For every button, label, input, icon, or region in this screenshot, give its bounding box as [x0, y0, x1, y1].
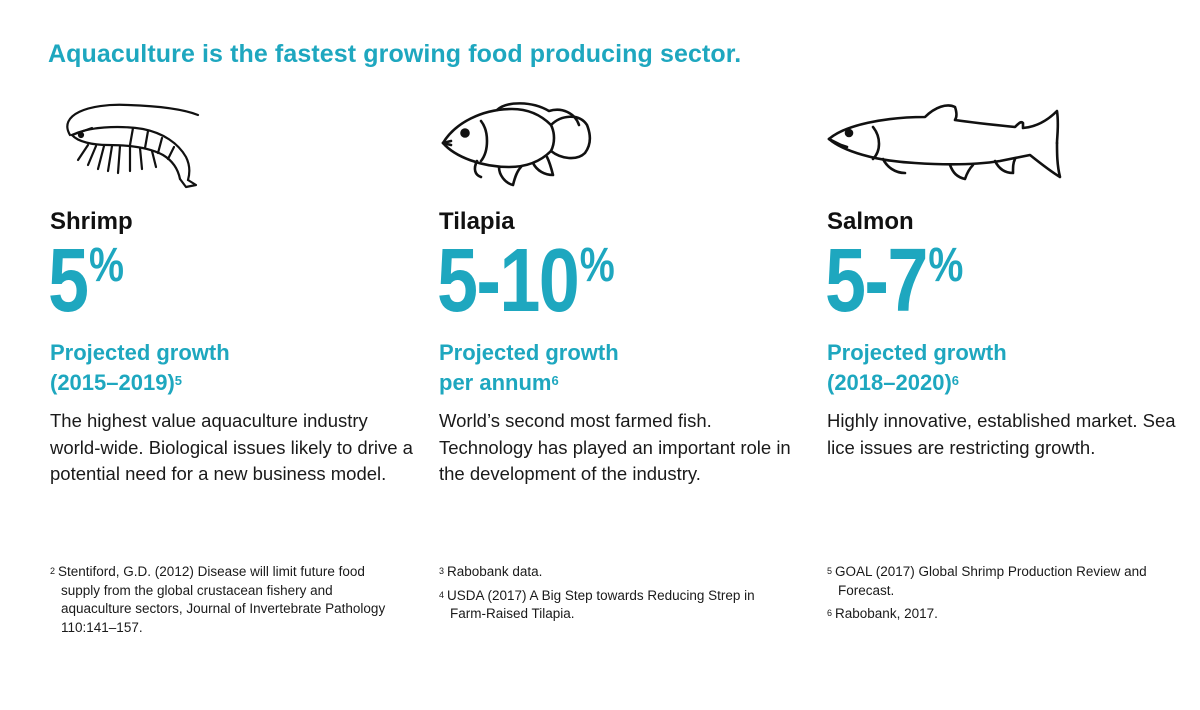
- footnote: 3 Rabobank data.: [439, 563, 794, 582]
- footnote-text: Rabobank, 2017.: [835, 606, 938, 621]
- footnote-number: 3: [439, 566, 445, 576]
- growth-line-1: Projected growth: [50, 340, 230, 365]
- growth-stat: 5-10%: [437, 236, 615, 326]
- footnote: 6 Rabobank, 2017.: [827, 605, 1182, 624]
- growth-line-1: Projected growth: [827, 340, 1007, 365]
- footnotes: 5 GOAL (2017) Global Shrimp Production Re…: [827, 563, 1182, 629]
- stat-unit: %: [928, 239, 963, 292]
- footnote: 4 USDA (2017) A Big Step towards Reducing…: [439, 587, 794, 624]
- stat-value: 5: [48, 231, 89, 331]
- shrimp-column: Shrimp 5% Projected growth (2015–2019)5 …: [48, 0, 418, 710]
- footnote-text: USDA (2017) A Big Step towards Reducing …: [447, 587, 755, 622]
- footnotes: 2 Stentiford, G.D. (2012) Disease will li…: [50, 563, 405, 642]
- growth-caption: Projected growth per annum6: [439, 338, 619, 398]
- growth-line-1: Projected growth: [439, 340, 619, 365]
- footnote: 2 Stentiford, G.D. (2012) Disease will li…: [50, 563, 405, 637]
- tilapia-column: Tilapia 5-10% Projected growth per annum…: [437, 0, 807, 710]
- footnote-ref: 6: [551, 373, 559, 388]
- footnote-ref: 5: [174, 373, 183, 388]
- growth-line-2: (2018–2020): [827, 370, 952, 395]
- footnote-number: 4: [439, 589, 445, 600]
- stat-unit: %: [89, 239, 124, 292]
- stat-value: 5-10: [437, 231, 580, 331]
- growth-line-2: per annum: [439, 370, 552, 395]
- species-label: Shrimp: [50, 208, 133, 235]
- species-description: Highly innovative, established market. S…: [827, 410, 1176, 458]
- growth-stat: 5%: [48, 236, 124, 326]
- growth-caption: Projected growth (2015–2019)5: [50, 338, 230, 398]
- footnotes: 3 Rabobank data. 4 USDA (2017) A Big Step …: [439, 563, 794, 629]
- footnote-ref: 6: [951, 373, 960, 388]
- footnote-number: 5: [827, 566, 833, 576]
- growth-stat: 5-7%: [825, 236, 963, 326]
- species-description: World’s second most farmed fish. Technol…: [439, 410, 791, 484]
- growth-line-2: (2015–2019): [50, 370, 175, 395]
- tilapia-icon: [437, 95, 597, 190]
- footnote-number: 2: [50, 566, 56, 576]
- growth-caption: Projected growth (2018–2020)6: [827, 338, 1007, 398]
- salmon-column: Salmon 5-7% Projected growth (2018–2020)…: [825, 0, 1195, 710]
- stat-unit: %: [579, 239, 615, 292]
- footnote-text: Rabobank data.: [447, 564, 543, 579]
- shrimp-icon: [48, 95, 208, 190]
- footnote-text: Stentiford, G.D. (2012) Disease will lim…: [58, 564, 386, 635]
- footnote-number: 6: [827, 608, 833, 618]
- stat-value: 5-7: [825, 231, 928, 331]
- species-label: Tilapia: [439, 208, 515, 235]
- species-description: The highest value aquaculture industry w…: [50, 410, 413, 484]
- page-headline: Aquaculture is the fastest growing food …: [48, 40, 742, 68]
- footnote: 5 GOAL (2017) Global Shrimp Production Re…: [827, 563, 1182, 600]
- footnote-text: GOAL (2017) Global Shrimp Production Rev…: [835, 564, 1147, 598]
- species-label: Salmon: [827, 208, 914, 235]
- salmon-icon: [825, 95, 1070, 190]
